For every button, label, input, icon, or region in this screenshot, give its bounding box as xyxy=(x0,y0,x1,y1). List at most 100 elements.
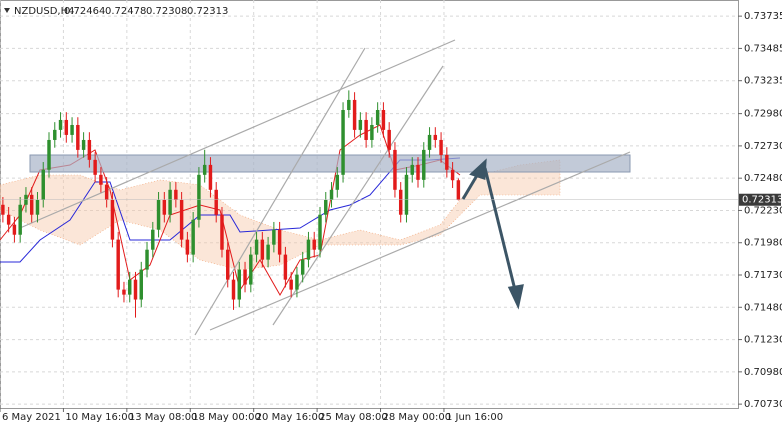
price-tag-label: 0.72313 xyxy=(742,195,782,206)
x-tick-label: 18 May 00:00 xyxy=(192,412,261,423)
candle-body xyxy=(352,99,357,130)
y-tick-label: 0.71480 xyxy=(744,302,782,313)
candle-body xyxy=(329,189,334,200)
y-tick-label: 0.72980 xyxy=(744,109,782,120)
y-tick-label: 0.72230 xyxy=(744,205,782,216)
candle-body xyxy=(243,269,247,285)
channel-line xyxy=(194,47,366,336)
candle-body xyxy=(139,269,143,300)
candle-body xyxy=(226,249,230,280)
kijun-line xyxy=(0,157,461,263)
arrow-line xyxy=(483,167,517,291)
candle-body xyxy=(41,169,45,200)
candle-body xyxy=(116,239,120,290)
channel-line xyxy=(209,151,631,331)
candle-body xyxy=(29,194,34,215)
candle-body xyxy=(110,199,115,240)
candle-body xyxy=(70,124,74,135)
candle-body xyxy=(214,189,218,215)
candle-body xyxy=(6,214,11,225)
symbol-title: NZDUSD,H4 xyxy=(14,6,74,17)
candle-body xyxy=(174,189,178,200)
candle-body xyxy=(318,214,322,250)
ichimoku-cloud xyxy=(0,159,561,271)
candle-body xyxy=(58,119,63,130)
y-tick-label: 0.73735 xyxy=(744,11,782,22)
y-tick-label: 0.72730 xyxy=(744,141,782,152)
candle-body xyxy=(456,180,461,200)
candle-body xyxy=(283,254,288,280)
candle-body xyxy=(249,254,253,285)
candle-body xyxy=(93,159,97,175)
candle-body xyxy=(122,289,126,295)
candle-body xyxy=(427,134,432,150)
candle-body xyxy=(439,139,443,155)
candle-body xyxy=(433,134,438,140)
x-tick-label: 1 Jun 16:00 xyxy=(446,412,503,423)
candle-body xyxy=(404,174,409,215)
candle-body xyxy=(410,164,414,175)
ohlc-close: 0.72313 xyxy=(187,6,228,17)
candle-body xyxy=(99,174,103,185)
candle-body xyxy=(254,239,259,255)
y-tick-label: 0.70980 xyxy=(744,367,782,378)
candle-body xyxy=(208,164,213,190)
y-tick-label: 0.73235 xyxy=(744,76,782,87)
axes: 0.73735 0.73485 0.73235 0.72980 0.72730 0.724… xyxy=(0,11,782,423)
candle-body xyxy=(179,199,184,240)
candle-body xyxy=(220,214,224,250)
candle-body xyxy=(289,279,293,290)
candle-body xyxy=(191,219,195,255)
channel-line xyxy=(272,65,444,326)
candle-body xyxy=(185,239,190,255)
x-tick-label: 13 May 08:00 xyxy=(129,412,198,423)
candle-body xyxy=(168,189,172,215)
x-tick-label: 28 May 00:00 xyxy=(383,412,452,423)
candle-body xyxy=(145,249,149,270)
forecast-arrows xyxy=(461,158,524,310)
candle-body xyxy=(1,204,5,215)
candle-body xyxy=(53,129,57,140)
candle-body xyxy=(277,229,282,255)
candle-body xyxy=(197,174,201,220)
candle-body xyxy=(35,199,40,215)
candle-body xyxy=(202,164,207,175)
candle-body xyxy=(18,204,22,235)
x-tick-label: 10 May 16:00 xyxy=(65,412,134,423)
candle-body xyxy=(47,139,51,170)
ohlc-high: 0.72478 xyxy=(105,6,146,17)
menu-triangle[interactable] xyxy=(4,8,10,13)
candle-body xyxy=(133,279,138,300)
candle-body xyxy=(347,99,351,111)
candle-body xyxy=(272,229,276,245)
candle-body xyxy=(393,149,397,190)
candle-body xyxy=(312,239,316,250)
candle-body xyxy=(12,224,17,235)
ohlc-open: 0.72464 xyxy=(64,6,105,17)
candle-body xyxy=(156,199,161,230)
y-tick-label: 0.71730 xyxy=(744,270,782,281)
candle-body xyxy=(324,199,328,215)
candle-body xyxy=(76,124,80,150)
arrow-head xyxy=(507,284,524,310)
x-tick-label: 25 May 08:00 xyxy=(319,412,388,423)
candle-body xyxy=(300,259,305,275)
candle-body xyxy=(335,174,340,190)
candle-body xyxy=(295,274,299,290)
candle-body xyxy=(416,164,420,180)
y-tick-label: 0.73485 xyxy=(744,43,782,54)
channel-lines xyxy=(19,39,631,336)
ohlc-low: 0.72308 xyxy=(146,6,187,17)
candle-body xyxy=(358,119,363,130)
candle-body xyxy=(260,239,265,260)
price-tag xyxy=(739,193,781,206)
plot-frame xyxy=(0,0,739,409)
x-tick-label: 20 May 16:00 xyxy=(256,412,325,423)
candle-body xyxy=(341,110,345,175)
candle-body xyxy=(237,269,242,300)
cloud xyxy=(0,159,561,271)
candle-body xyxy=(104,184,109,200)
candle-body xyxy=(231,279,236,300)
x-tick-label: 6 May 2021 xyxy=(2,412,61,423)
